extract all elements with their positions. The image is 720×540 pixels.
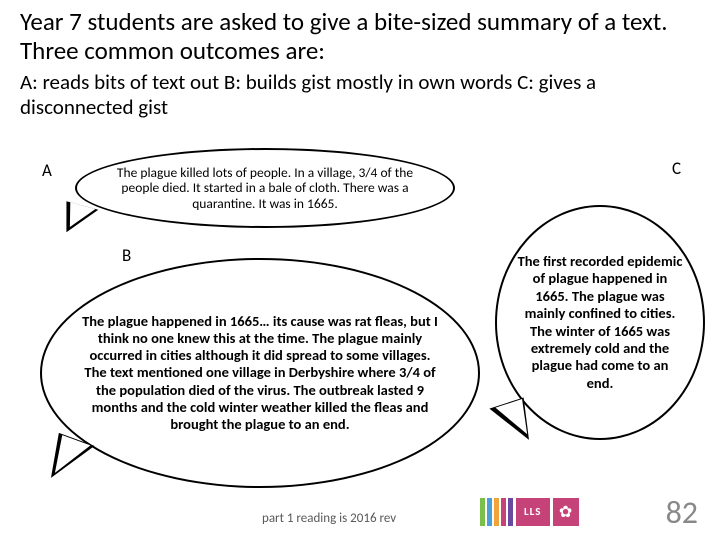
bubble-b-text: The plague happened in 1665… its cause w… (82, 313, 438, 433)
slide-title: Year 7 students are asked to give a bite… (0, 0, 720, 68)
label-a: A (42, 160, 52, 181)
logo-stripe (508, 498, 513, 526)
logo-stripe (494, 498, 499, 526)
label-b: B (122, 245, 131, 266)
speech-bubble-a: The plague killed lots of people. In a v… (75, 148, 455, 228)
label-c: C (672, 158, 681, 179)
slide-subtitle: A: reads bits of text out B: builds gist… (0, 68, 720, 126)
footer-text: part 1 reading is 2016 rev (262, 511, 396, 526)
page-number: 82 (666, 493, 698, 532)
logo-stripes (480, 498, 513, 526)
speech-bubble-c: The first recorded epidemic of plague ha… (495, 205, 705, 440)
logo: LLS ✿ (480, 498, 590, 526)
bubble-a-text: The plague killed lots of people. In a v… (105, 165, 425, 212)
logo-stripe (480, 498, 485, 526)
bubble-a-tail (59, 201, 99, 239)
speech-bubble-b: The plague happened in 1665… its cause w… (40, 258, 480, 488)
bubble-c-text: The first recorded epidemic of plague ha… (517, 253, 683, 392)
logo-text: LLS (516, 498, 550, 526)
logo-stripe (501, 498, 506, 526)
logo-flower-icon: ✿ (553, 498, 579, 526)
logo-stripe (487, 498, 492, 526)
